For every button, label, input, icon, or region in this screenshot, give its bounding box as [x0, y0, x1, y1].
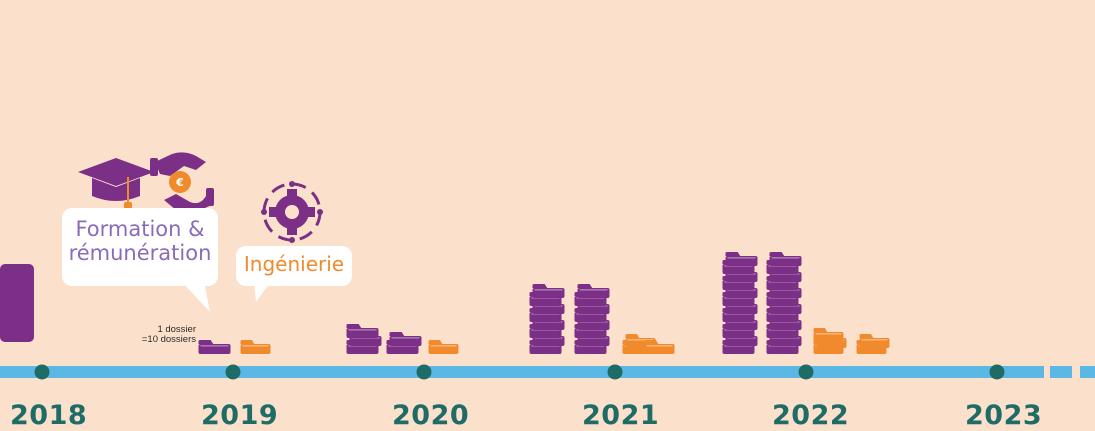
orange-folder-2021-1-0	[644, 340, 675, 354]
left-edge-folder	[0, 264, 34, 342]
svg-text:€: €	[175, 176, 184, 189]
formation-bubble-tail	[182, 282, 210, 312]
timeline-dot-2019	[225, 364, 241, 380]
year-label-2022: 2022	[772, 400, 850, 431]
year-label-2023: 2023	[965, 400, 1043, 431]
formation-label: Formation & rémunération	[62, 217, 218, 265]
orange-folder-2019-0-0	[240, 340, 271, 354]
ingenierie-label: Ingénierie	[243, 252, 345, 276]
year-label-2021: 2021	[582, 400, 660, 431]
purple-folder-2022-0-11	[725, 252, 758, 266]
year-label-2020: 2020	[392, 400, 470, 431]
formation-label-line1: Formation &	[75, 217, 205, 241]
purple-folder-2019-0-0	[198, 340, 231, 354]
unit-legend-line2: =10 dossiers	[141, 333, 196, 345]
purple-folder-2020-1-1	[389, 332, 422, 346]
orange-folder-2020-0-0	[428, 340, 459, 354]
formation-label-line2: rémunération	[68, 241, 212, 266]
formation-bubble	[62, 208, 218, 286]
unit-legend: 1 dossier =10 dossiers	[100, 325, 196, 344]
unit-legend-line1: 1 dossier	[157, 324, 196, 335]
purple-folder-2020-0-2	[346, 324, 379, 338]
orange-folder-2022-0-2	[813, 328, 844, 342]
ingenierie-bubble	[236, 246, 352, 286]
engineering-gear-icon	[261, 181, 323, 243]
year-label-2019: 2019	[201, 400, 279, 431]
purple-folder-2022-1-11	[769, 252, 802, 266]
timeline-dash-1	[1050, 366, 1072, 378]
salary-hands-icon: €	[150, 152, 214, 212]
timeline-dot-2023	[989, 364, 1005, 380]
timeline-dash-2	[1080, 366, 1095, 378]
orange-folder-2022-1-1	[859, 334, 890, 348]
graduation-cap-icon	[78, 158, 154, 214]
purple-folder-2021-1-7	[577, 284, 610, 298]
timeline-bar	[0, 366, 1044, 378]
timeline-dot-2021	[607, 364, 623, 380]
timeline-dot-2018	[34, 364, 50, 380]
timeline-dot-2022	[798, 364, 814, 380]
timeline-dot-2020	[416, 364, 432, 380]
year-label-2018: 2018	[10, 400, 88, 431]
purple-folder-2021-0-7	[532, 284, 565, 298]
